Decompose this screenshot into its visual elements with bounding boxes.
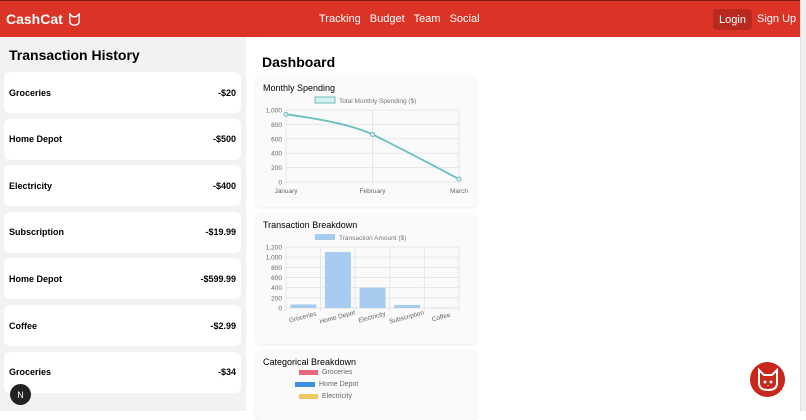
y-tick-label: 1,000 [266,255,283,262]
categorical-breakdown-card: Categorical Breakdown Groceries Home Depo… [255,350,477,420]
card-title: Categorical Breakdown [263,357,477,367]
x-tick-label: Electricity [358,310,387,324]
x-tick-label: Home Depot [319,309,356,325]
y-tick-label: 400 [271,151,282,158]
transaction-name: Home Depot [9,274,62,284]
data-point [457,177,461,181]
transaction-history-panel: Transaction History Groceries -$20 Home De… [0,37,246,411]
x-tick-label: Subscription [389,309,426,325]
nav-team[interactable]: Team [414,13,441,25]
transaction-name: Groceries [9,88,51,98]
line-chart: Total Monthly Spending ($) 0 200 400 600 800 1… [255,92,477,207]
transaction-amount: -$34 [218,367,236,377]
transaction-name: Groceries [9,367,51,377]
bar [325,252,351,308]
transaction-item[interactable]: Coffee -$2.99 [4,305,241,346]
y-tick-label: 800 [271,122,282,129]
legend-label: Total Monthly Spending ($) [339,98,416,105]
data-point [371,132,375,136]
y-tick-label: 800 [271,265,282,272]
page-title: Dashboard [262,54,335,70]
x-tick-label: February [359,188,386,195]
transaction-name: Home Depot [9,134,62,144]
transaction-amount: -$2.99 [210,321,236,331]
nav-social[interactable]: Social [450,13,480,25]
nav-tracking[interactable]: Tracking [319,13,361,25]
cat-face-icon [756,368,780,392]
legend-swatch [299,394,318,399]
transaction-amount: -$20 [218,88,236,98]
transaction-item[interactable]: Subscription -$19.99 [4,212,241,253]
data-point [284,112,288,116]
transaction-item[interactable]: Electricity -$400 [4,165,241,206]
y-tick-label: 600 [271,136,282,143]
y-tick-label: 0 [278,306,282,313]
brand-logo[interactable]: CashCat [6,11,81,27]
legend-item[interactable]: Groceries [299,369,352,376]
legend-item[interactable]: Electricity [299,393,352,400]
y-tick-label: 1,200 [266,245,283,252]
transaction-item[interactable]: Home Depot -$599.99 [4,258,241,299]
transaction-item[interactable]: Home Depot -$500 [4,119,241,160]
panel-title: Transaction History [9,47,140,63]
scrollbar[interactable] [800,0,806,411]
y-tick-label: 400 [271,285,282,292]
legend-label: Transaction Amount ($) [339,235,406,242]
legend-swatch [315,97,335,103]
transaction-name: Electricity [9,181,52,191]
y-tick-label: 0 [278,180,282,187]
legend-label: Home Depot [319,381,358,388]
transaction-amount: -$19.99 [205,227,236,237]
legend-swatch [299,370,318,375]
y-tick-label: 600 [271,275,282,282]
monthly-spending-card: Monthly Spending Total Monthly Spending … [255,76,477,207]
cat-icon [68,13,81,26]
legend-item[interactable]: Home Depot [295,381,358,388]
signup-button[interactable]: Sign Up [757,13,796,25]
transaction-amount: -$599.99 [200,274,236,284]
x-tick-label: Coffee [431,312,452,324]
x-tick-label: January [274,188,298,195]
y-tick-label: 1,000 [266,108,283,115]
transaction-item[interactable]: Groceries -$20 [4,72,241,113]
transaction-amount: -$400 [213,181,236,191]
transaction-name: Coffee [9,321,37,331]
transaction-name: Subscription [9,227,64,237]
login-button[interactable]: Login [713,9,752,30]
transaction-item[interactable]: Groceries -$34 [4,352,241,393]
legend-swatch [315,234,335,240]
bar [290,304,316,308]
x-tick-label: March [450,188,468,195]
brand-name: CashCat [6,11,63,27]
bar-chart: Transaction Amount ($) 0 200 400 600 800 1,000… [255,229,477,347]
legend-swatch [295,382,315,387]
navbar: CashCat Tracking Budget Team Social Logi… [0,0,800,37]
next-badge[interactable]: N [10,384,31,405]
nav-budget[interactable]: Budget [370,13,405,25]
transaction-amount: -$500 [213,134,236,144]
bar [394,305,420,308]
legend-label: Groceries [322,369,352,376]
transaction-breakdown-card: Transaction Breakdown Transaction Amount… [255,213,477,344]
x-tick-label: Groceries [288,310,318,324]
bar [360,288,386,308]
y-tick-label: 200 [271,295,282,302]
y-tick-label: 200 [271,165,282,172]
legend-label: Electricity [322,393,352,400]
cat-assistant-button[interactable] [750,362,785,397]
